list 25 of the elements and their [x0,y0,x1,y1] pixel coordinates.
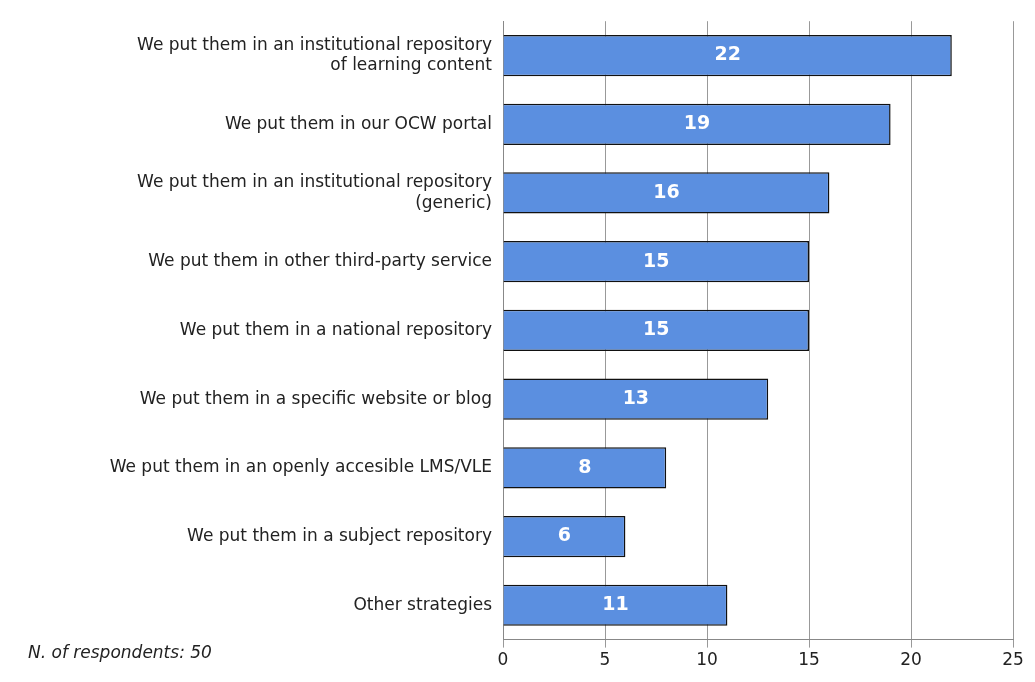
y-tick-label: Other strategies [353,593,493,614]
y-tick-label: We put them in a subject repository [187,524,492,545]
data-label: 22 [714,42,741,65]
data-label: 8 [578,454,592,477]
data-label: 15 [643,317,670,340]
x-tick-label: 5 [599,649,611,670]
y-tick-label: We put them in other third-party service [148,250,492,271]
x-tick-label: 0 [497,649,509,670]
text: N. of respondents: 50 [28,642,212,663]
data-label: 19 [683,111,711,134]
x-tick-label: 20 [900,649,922,670]
data-label: 15 [643,248,670,271]
y-tick-label: We put them in an institutional repository (generic) [137,171,492,212]
y-tick-label: We put them in an institutional repository of learning content [137,33,493,75]
data-label: 16 [653,179,680,202]
y-tick-label: We put them in our OCW portal [224,112,492,133]
x-tick-label: 15 [798,649,820,670]
data-label: 11 [602,592,629,615]
y-tick-label: We put them in a specific website or blog [139,387,492,408]
x-tick-label: 10 [696,649,718,670]
y-tick-label: We put them in an openly accesible LMS/VLE [109,456,492,477]
data-label: 13 [622,386,650,409]
data-label: 6 [557,523,572,546]
y-tick-label: We put them in a national repository [179,318,492,339]
x-tick-label: 25 [1002,649,1024,670]
